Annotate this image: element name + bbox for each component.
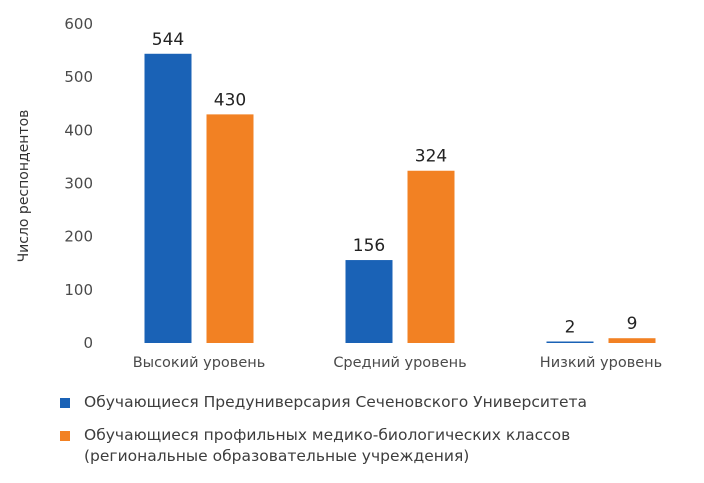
x-ticks: Высокий уровень Средний уровень Низкий уро… (133, 355, 663, 371)
legend: Обучающиеся Предуниверсария Сеченовского… (60, 392, 700, 479)
y-tick-label: 300 (64, 175, 93, 193)
bar-series-1-1 (144, 53, 192, 343)
bar-chart: Число респондентов 0 100 200 300 400 500 600 5… (16, 15, 663, 371)
data-label: 324 (415, 147, 447, 167)
x-tick-label: Низкий уровень (540, 355, 662, 371)
bar-series-2-2 (407, 170, 455, 343)
legend-swatch-blue (60, 398, 70, 408)
data-label: 156 (353, 236, 385, 256)
data-label: 544 (152, 30, 184, 50)
data-labels: 544 156 2 430 324 9 (152, 30, 638, 338)
y-tick-label: 400 (64, 121, 93, 139)
legend-swatch-orange (60, 431, 70, 441)
y-tick-label: 500 (64, 68, 93, 86)
legend-label: Обучающиеся Предуниверсария Сеченовского… (84, 393, 588, 411)
bar-series-2-3 (608, 338, 656, 343)
data-label: 430 (214, 90, 246, 110)
bar-series-1-3 (546, 341, 594, 343)
y-axis-label-group: Число респондентов (16, 110, 32, 263)
x-tick-label: Высокий уровень (133, 355, 266, 371)
bars (144, 53, 656, 343)
bar-series-1-2 (345, 260, 393, 343)
y-tick-label: 100 (64, 281, 93, 299)
data-label: 2 (565, 318, 576, 338)
legend-item-series-1: Обучающиеся Предуниверсария Сеченовского… (60, 392, 700, 413)
y-axis-label: Число респондентов (16, 110, 32, 263)
legend-label-line-2: (региональные образовательные учреждения… (84, 447, 470, 465)
y-tick-label: 0 (83, 334, 93, 352)
y-tick-label: 600 (64, 15, 93, 33)
bar-series-2-1 (206, 114, 254, 343)
legend-item-series-2: Обучающиеся профильных медико-биологичес… (60, 425, 700, 467)
x-tick-label: Средний уровень (333, 355, 466, 371)
y-ticks: 0 100 200 300 400 500 600 (64, 15, 93, 352)
data-label: 9 (627, 314, 638, 334)
y-tick-label: 200 (64, 228, 93, 246)
legend-label-line-1: Обучающиеся профильных медико-биологичес… (84, 426, 571, 444)
